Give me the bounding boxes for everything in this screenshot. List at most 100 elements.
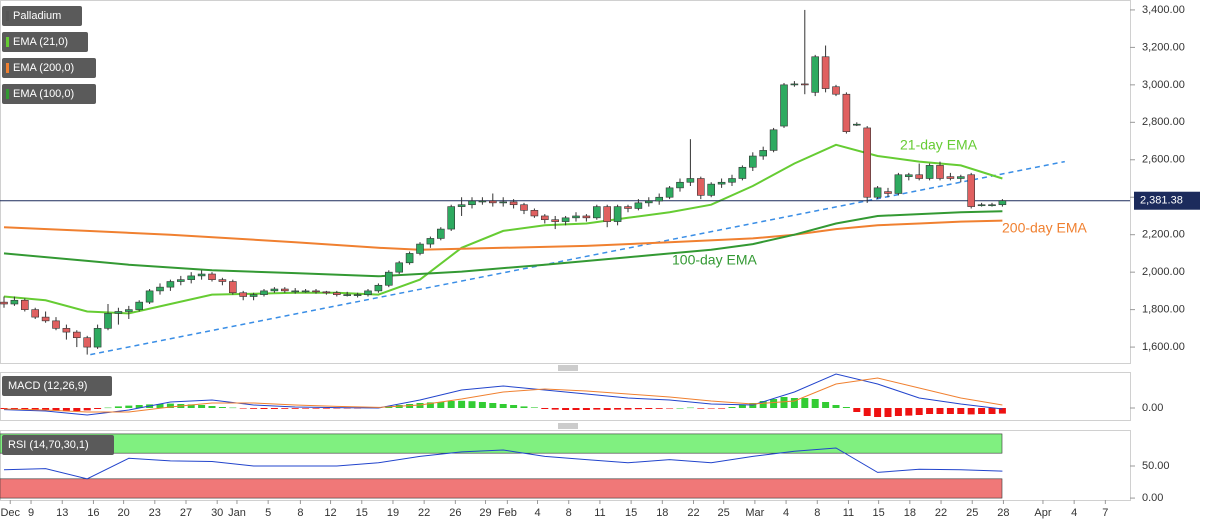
histogram-bar [239,408,247,409]
x-tick-label: 8 [814,507,820,519]
last-price-label: 2,381.38 [1140,195,1183,207]
candle-body [759,150,767,157]
histogram-bar [603,408,611,410]
x-tick-label: 23 [149,507,161,519]
candle-body [624,206,632,209]
candle-body [145,290,154,303]
histogram-bar [707,408,715,409]
histogram-bar [718,408,726,409]
histogram-bar [655,408,663,409]
x-tick-label: 12 [324,507,336,519]
histogram-bar [738,405,746,408]
histogram-bar [967,408,975,415]
x-tick-label: 22 [935,507,947,519]
candle-body [343,294,352,296]
x-tick-label: 19 [387,507,399,519]
candle-body [0,301,8,305]
histogram-bar [312,408,320,409]
panel-title-box [2,435,114,455]
price-panel [0,0,1131,364]
histogram-bar [468,401,476,408]
histogram-bar [447,401,455,408]
histogram-bar [125,405,133,408]
histogram-bar [593,408,601,410]
candle-body [405,253,414,264]
candle-body [436,228,445,239]
histogram-bar [988,408,996,414]
histogram-bar [270,408,278,409]
legend-label: EMA (21,0) [13,36,68,48]
histogram-bar [166,403,174,408]
candle-body [499,201,507,204]
histogram-bar [666,408,674,409]
candle-body [780,84,788,127]
candle-body [395,262,403,273]
line-series [3,377,1003,413]
histogram-bar [728,407,736,408]
candle-body [333,292,341,295]
annotation: 21-day EMA [900,137,978,153]
histogram-bar [333,408,341,409]
histogram-bar [83,408,91,411]
histogram-bar [104,407,112,409]
x-tick-label: 25 [718,507,730,519]
candle-body [665,187,674,198]
y-tick-label: 3,000.00 [1142,79,1185,91]
y-tick-label: 50.00 [1142,460,1170,472]
histogram-bar [894,408,902,416]
histogram-bar [541,408,549,409]
histogram-bar [832,405,840,408]
histogram-bar [957,408,965,414]
candle-body [644,200,653,204]
candle-body [894,174,903,194]
legend-label: EMA (200,0) [13,62,74,74]
histogram-bar [0,408,8,409]
candle-body [561,217,570,222]
candle-body [748,155,757,168]
candle-body [322,291,331,294]
candle-body [73,331,81,339]
x-tick-label: 15 [625,507,637,519]
histogram-bar [811,399,819,408]
histogram-bar [499,404,507,408]
candle-body [41,316,50,322]
histogram-bar [842,407,850,408]
rsi-band [0,478,1003,499]
x-tick-label: 28 [997,507,1009,519]
y-tick-label: 1,600.00 [1142,341,1185,353]
candle-body [530,210,539,217]
y-tick-label: 0.00 [1142,492,1163,504]
histogram-bar [250,408,258,409]
candle-body [177,279,185,282]
histogram-bar [114,406,122,408]
histogram-bar [458,400,466,408]
histogram-bar [801,398,809,408]
y-tick-label: 2,000.00 [1142,266,1185,278]
histogram-bar [520,406,528,408]
histogram-bar [853,408,861,412]
candle-body [301,290,310,293]
histogram-bar [978,408,986,414]
histogram-bar [686,407,694,409]
candle-body [125,309,133,312]
histogram-bar [322,408,330,409]
legend-swatch [6,89,9,99]
candle-body [10,299,19,305]
x-tick-label: 26 [449,507,461,519]
histogram-bar [530,407,538,408]
histogram-bar [343,408,351,409]
histogram-bar [790,398,798,408]
histogram-bar [510,405,518,408]
macd-panel [0,372,1131,421]
histogram-bar [291,408,299,409]
histogram-bar [10,408,18,409]
y-tick-label: 3,400.00 [1142,4,1185,16]
candle-body [270,288,279,292]
candle-body [967,174,975,207]
x-tick-label: 20 [117,507,129,519]
x-tick-label: 13 [56,507,68,519]
histogram-bar [915,408,923,415]
candle-body [62,328,71,333]
candle-body [582,215,591,219]
line-series [3,210,1003,278]
